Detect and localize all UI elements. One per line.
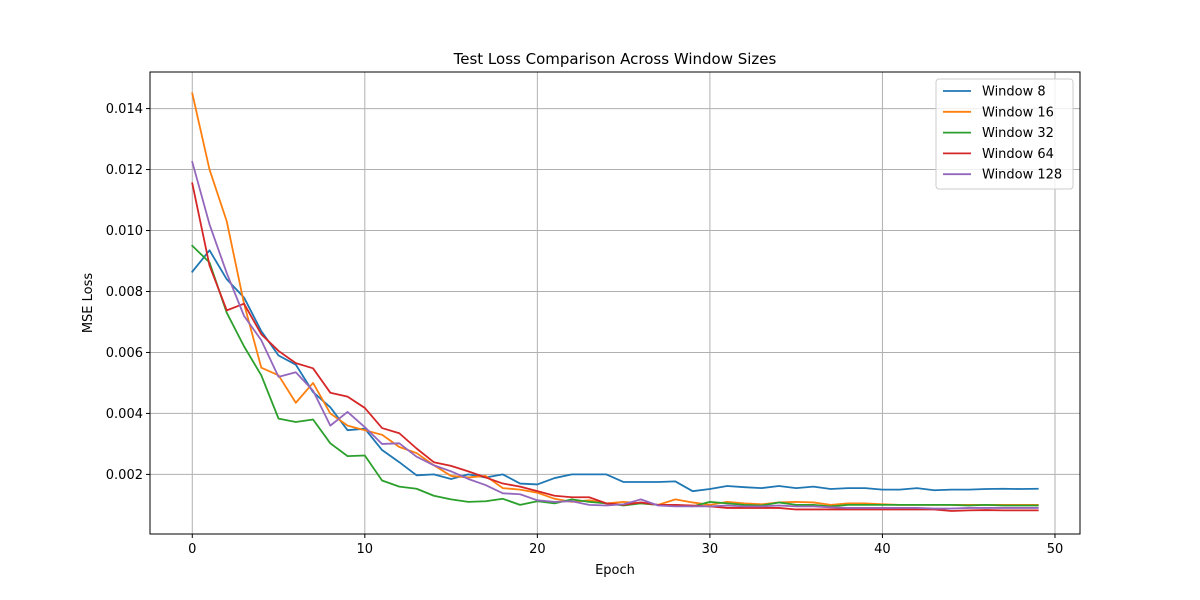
x-tick-label: 0 bbox=[188, 542, 196, 557]
legend-box bbox=[935, 78, 1074, 190]
legend-label: Window 128 bbox=[982, 168, 1062, 183]
legend-label: Window 64 bbox=[982, 147, 1054, 162]
x-tick-label: 20 bbox=[529, 542, 546, 557]
y-tick-label: 0.004 bbox=[106, 407, 143, 422]
series-line-window-8 bbox=[191, 249, 1039, 493]
y-tick-label: 0.014 bbox=[106, 102, 143, 117]
legend: Window 8 Window 16 Window 32 Window 64 Windo… bbox=[935, 78, 1074, 190]
y-tick-label: 0.010 bbox=[106, 224, 143, 239]
plot-area-frame bbox=[149, 71, 1081, 535]
x-tick-label: 40 bbox=[874, 542, 891, 557]
x-tick-label: 30 bbox=[702, 542, 719, 557]
x-tick-label: 10 bbox=[357, 542, 374, 557]
x-tick-label: 50 bbox=[1047, 542, 1064, 557]
legend-label: Window 32 bbox=[982, 126, 1054, 141]
y-tick-label: 0.012 bbox=[106, 163, 143, 178]
series-line-window-128 bbox=[191, 160, 1039, 510]
series-lines bbox=[190, 92, 1039, 512]
y-axis-ticks: 0.002 0.004 0.006 0.008 0.010 0.012 0.014 bbox=[106, 102, 150, 483]
y-tick-label: 0.002 bbox=[106, 468, 143, 483]
y-tick-label: 0.006 bbox=[106, 346, 143, 361]
x-axis-title: Epoch bbox=[595, 563, 635, 578]
x-axis-ticks: 0 10 20 30 40 50 bbox=[188, 534, 1063, 557]
chart-title: Test Loss Comparison Across Window Sizes bbox=[453, 50, 777, 68]
y-tick-label: 0.008 bbox=[106, 285, 143, 300]
y-axis-title: MSE Loss bbox=[81, 273, 96, 334]
series-line-window-16 bbox=[191, 92, 1039, 506]
legend-label: Window 16 bbox=[982, 105, 1054, 120]
legend-label: Window 8 bbox=[982, 85, 1046, 100]
series-line-window-64 bbox=[191, 182, 1039, 512]
